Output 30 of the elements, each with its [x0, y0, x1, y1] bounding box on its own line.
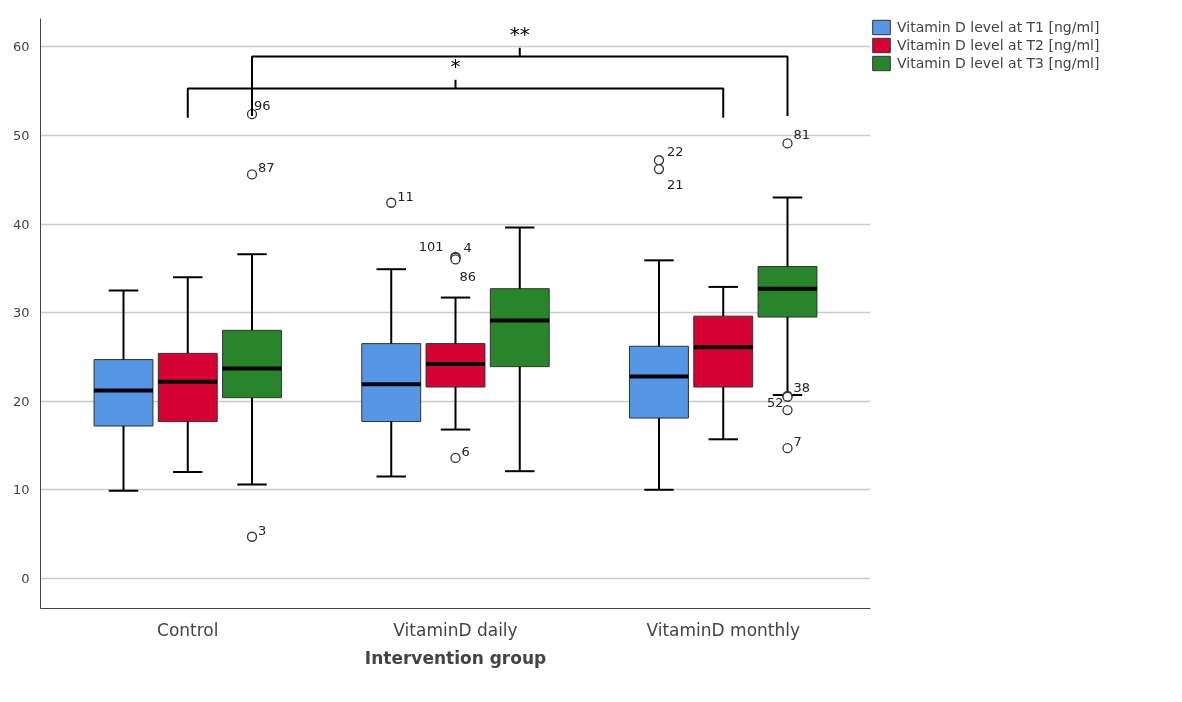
- annotation: 96: [254, 98, 271, 114]
- annotation: 101: [418, 238, 444, 254]
- annotation: 6: [461, 443, 470, 459]
- y-tick-label: 20: [12, 393, 30, 409]
- annotation: 38: [793, 379, 811, 395]
- legend-label: Vitamin D level at T1 [ng/ml]: [897, 19, 1100, 35]
- y-tick-label: 10: [12, 482, 30, 498]
- annotation: 22: [666, 144, 684, 160]
- legend-label: Vitamin D level at T3 [ng/ml]: [897, 55, 1100, 71]
- annotation: 87: [258, 160, 275, 176]
- x-tick-label: VitaminD monthly: [646, 619, 801, 640]
- annotation: 86: [459, 269, 477, 285]
- annotation: 81: [793, 127, 811, 143]
- annotation: **: [509, 21, 530, 46]
- annotation: *: [450, 53, 461, 78]
- y-tick-label: 60: [12, 39, 30, 55]
- annotation: 7: [793, 434, 802, 450]
- annotation: 4: [463, 239, 472, 255]
- legend-label: Vitamin D level at T2 [ng/ml]: [897, 37, 1100, 53]
- annotation: 21: [666, 177, 684, 193]
- annotation: 3: [258, 522, 267, 538]
- x-axis-title: Intervention group: [364, 647, 547, 668]
- y-tick-label: 30: [12, 305, 30, 321]
- annotation: 11: [397, 188, 414, 204]
- annotation: 52: [766, 394, 784, 410]
- y-tick-label: 40: [12, 216, 30, 232]
- x-tick-label: Control: [157, 619, 219, 640]
- y-tick-label: 50: [12, 127, 30, 143]
- x-tick-label: VitaminD daily: [393, 619, 518, 640]
- y-tick-label: 0: [21, 570, 30, 586]
